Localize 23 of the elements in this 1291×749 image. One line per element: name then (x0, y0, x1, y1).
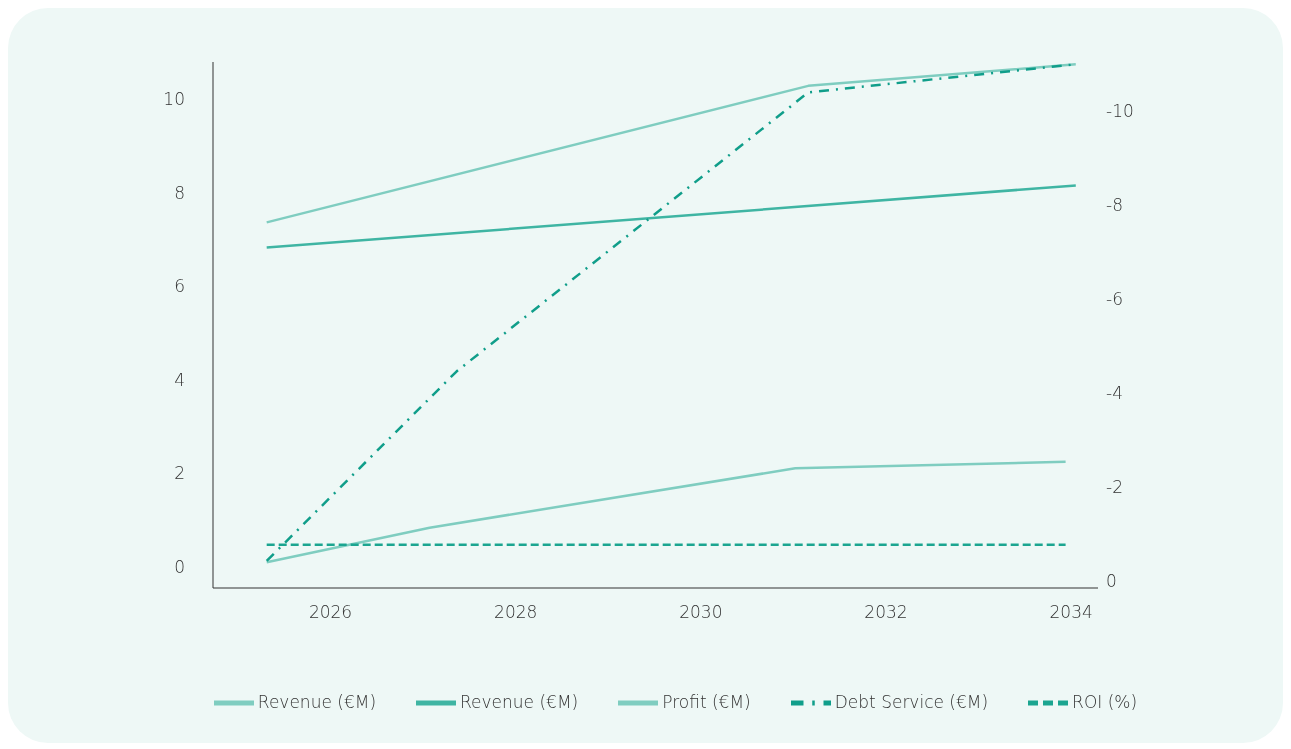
y2-tick-label: -6 (1106, 289, 1123, 310)
y2-tick-label: -10 (1106, 101, 1134, 122)
x-tick-label: 2030 (679, 602, 723, 623)
legend-label: Profit (€M) (662, 692, 751, 712)
y-tick-label: 0 (174, 556, 185, 577)
y-tick-label: 8 (174, 182, 185, 203)
y-tick-label: 10 (163, 89, 185, 110)
y2-tick-label: -4 (1106, 383, 1123, 404)
y2-tick-label: -8 (1106, 195, 1123, 216)
legend-label: ROI (%) (1072, 692, 1138, 712)
y-tick-label: 4 (174, 369, 185, 390)
y2-tick-label: -2 (1106, 477, 1123, 498)
x-tick-label: 2032 (864, 602, 908, 623)
legend-label: Revenue (€M) (460, 692, 579, 712)
y2-tick-label: 0 (1106, 570, 1117, 591)
y-tick-label: 2 (174, 463, 185, 484)
line-series (265, 460, 1067, 564)
x-tick-label: 2026 (308, 602, 353, 623)
legend-label: Revenue (€M) (257, 692, 377, 712)
legend-label: Debt Service (€M) (834, 692, 989, 712)
y-tick-label: 6 (174, 276, 185, 297)
x-tick-label: 2028 (494, 602, 538, 623)
x-tick-label: 2034 (1049, 602, 1093, 623)
